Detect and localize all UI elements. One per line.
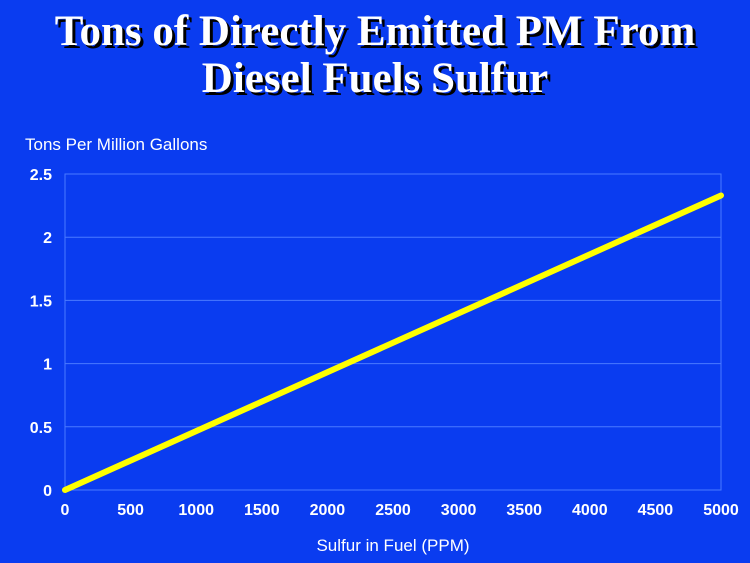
x-tick-label: 3000 xyxy=(441,502,477,519)
y-tick-label: 2.5 xyxy=(30,167,52,184)
y-tick-label: 1 xyxy=(43,357,52,374)
y-tick-label: 0 xyxy=(43,483,52,500)
y-axis-label: Tons Per Million Gallons xyxy=(25,135,207,154)
chart-title-line-1: Tons of Directly Emitted PM From xyxy=(54,8,696,55)
series-line xyxy=(62,192,724,493)
x-tick-label: 4000 xyxy=(572,502,608,519)
x-tick-label: 2500 xyxy=(375,502,411,519)
x-tick-label: 3500 xyxy=(506,502,542,519)
x-tick-label: 1500 xyxy=(244,502,280,519)
plot-area xyxy=(64,173,722,491)
chart-title-line-2: Diesel Fuels Sulfur xyxy=(201,55,549,102)
x-tick-label: 0 xyxy=(61,502,70,519)
y-tick-label: 1.5 xyxy=(30,293,52,310)
chart-title: Tons of Directly Emitted PM From Diesel … xyxy=(0,8,750,102)
x-tick-label: 2000 xyxy=(310,502,346,519)
y-tick-label: 0.5 xyxy=(30,420,52,437)
x-axis-label: Sulfur in Fuel (PPM) xyxy=(316,536,469,555)
x-tick-label: 5000 xyxy=(703,502,739,519)
x-tick-label: 4500 xyxy=(638,502,674,519)
x-tick-label: 1000 xyxy=(178,502,214,519)
x-tick-labels: 0 500 1000 1500 2000 2500 3000 3500 4000 4500 5000 xyxy=(61,502,739,519)
series-lines xyxy=(62,192,724,493)
y-tick-labels: 0 0.5 1 1.5 2 2.5 xyxy=(30,167,52,500)
x-tick-label: 500 xyxy=(117,502,144,519)
y-tick-label: 2 xyxy=(43,230,52,247)
